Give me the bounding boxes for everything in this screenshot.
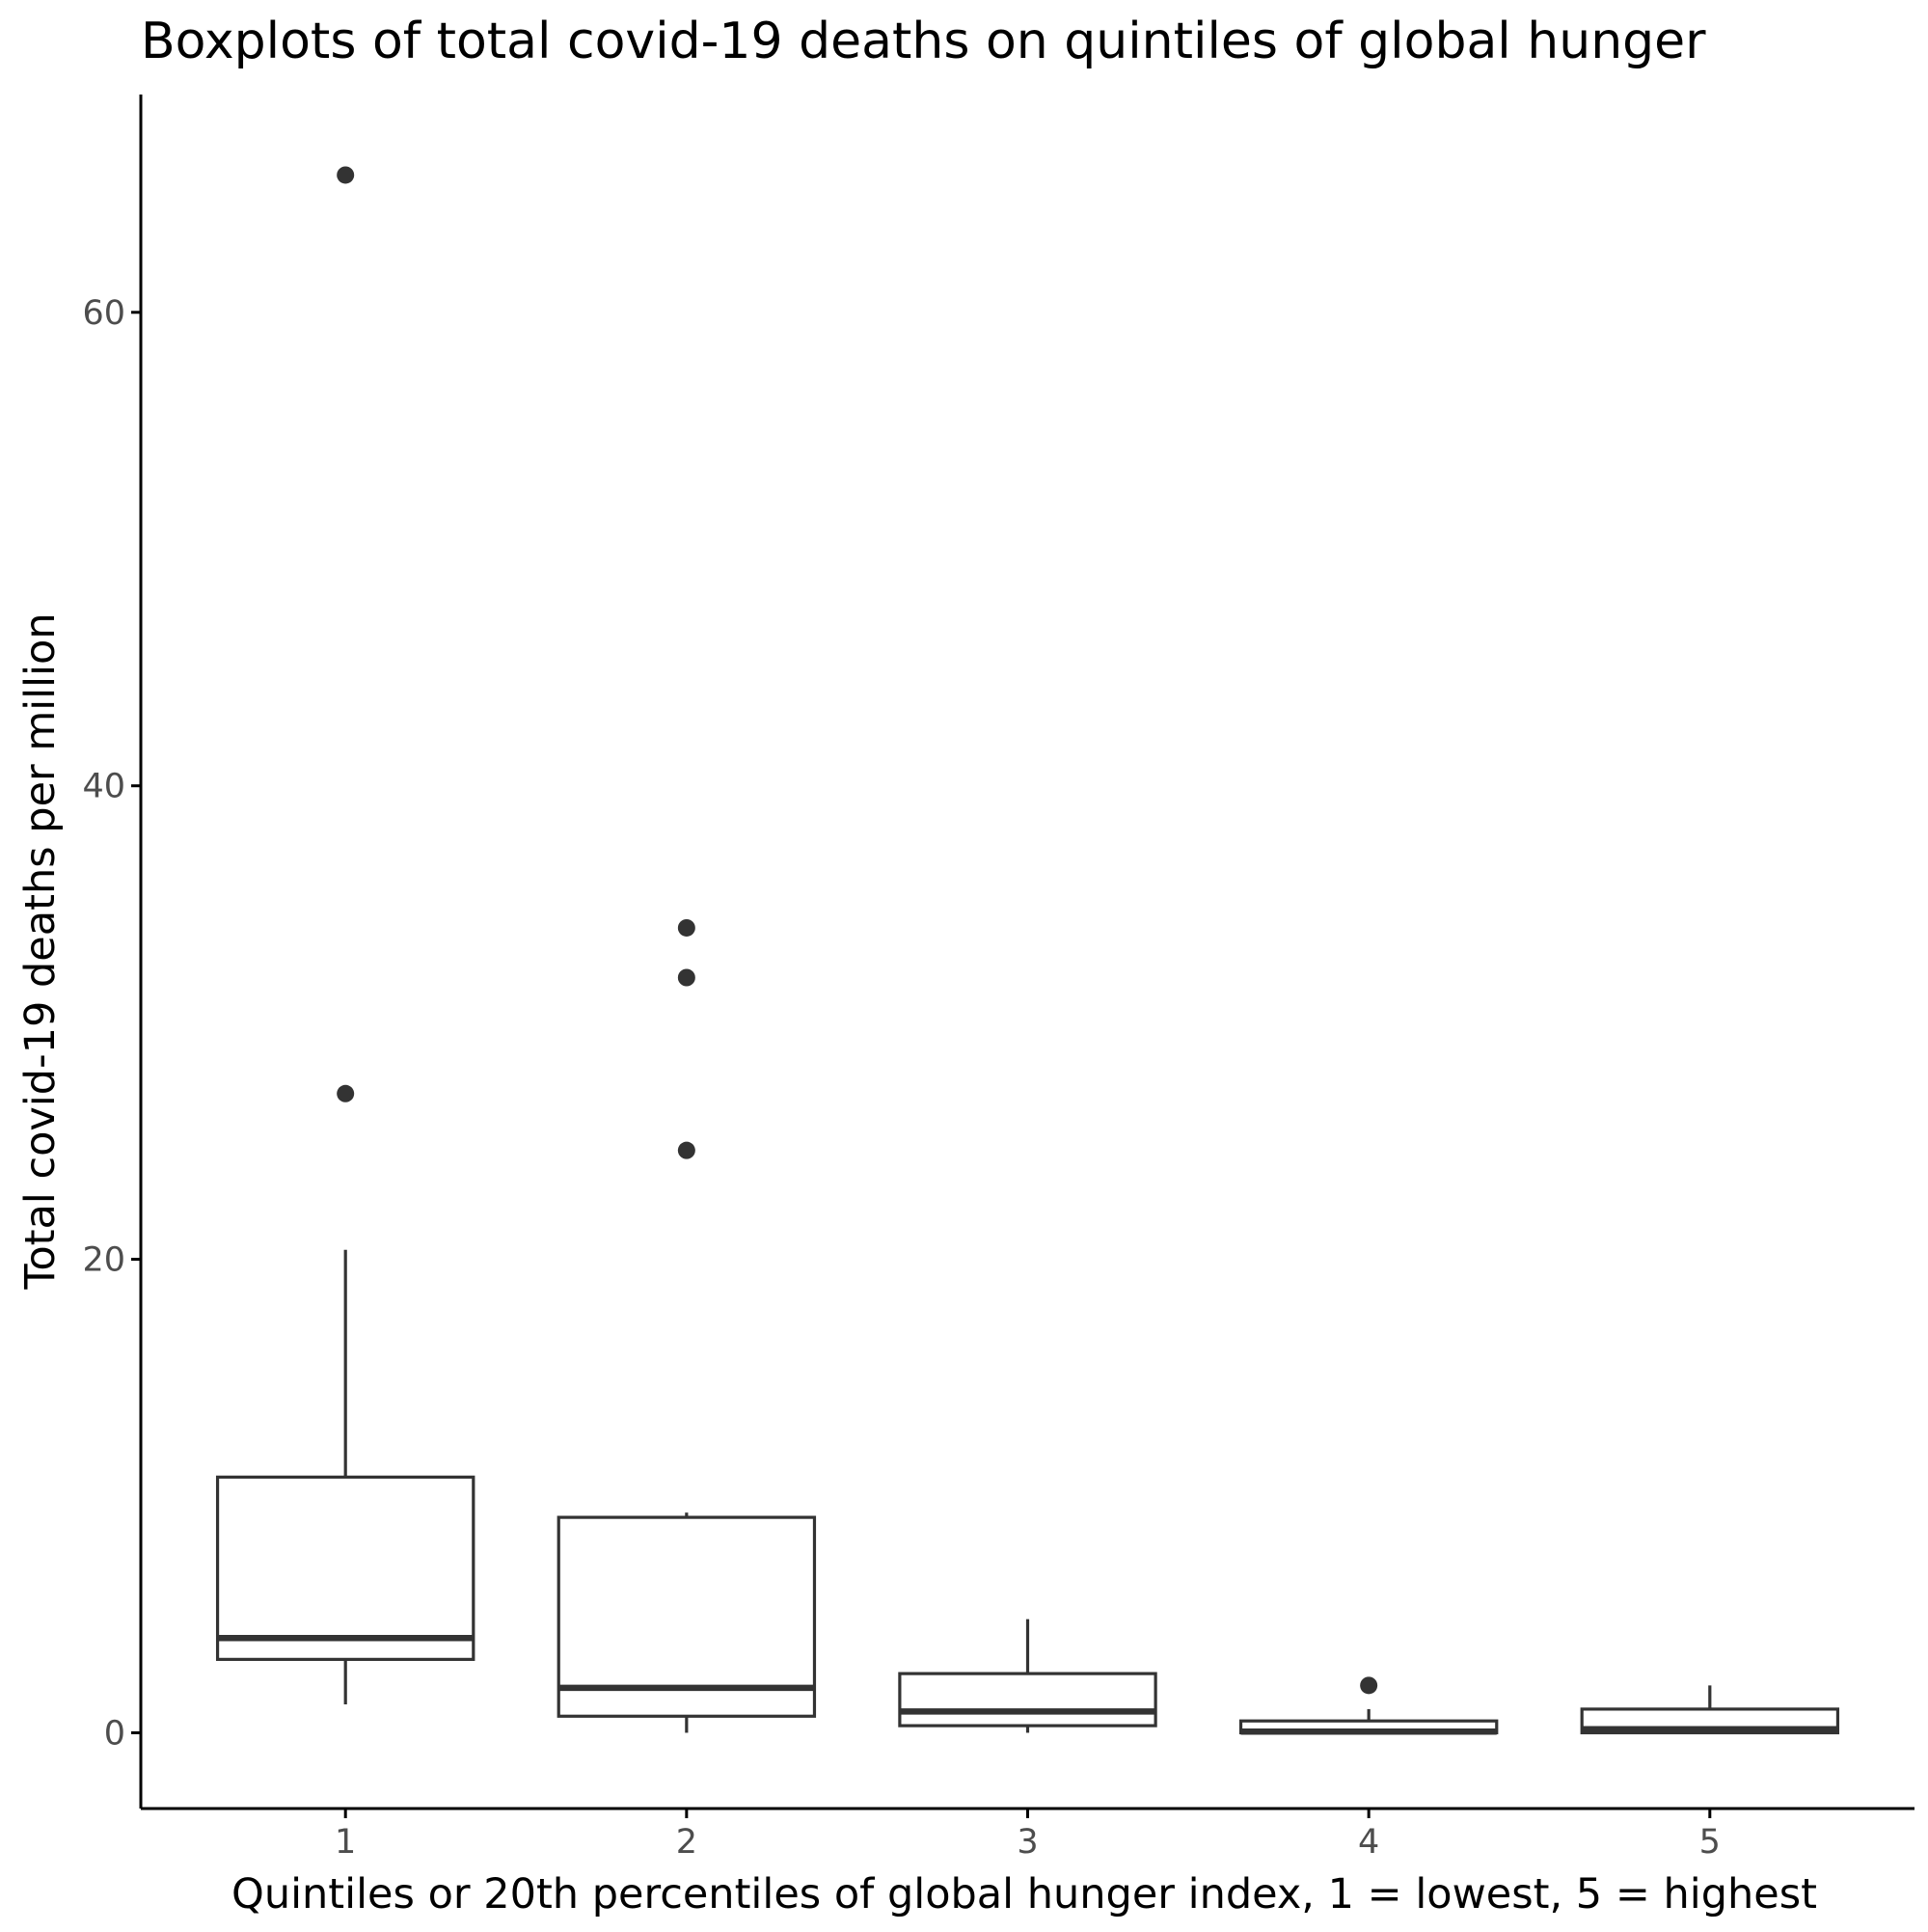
box-iqr-2 xyxy=(557,1515,817,1718)
y-tick-label-40: 40 xyxy=(82,768,125,806)
outlier-point-1-1 xyxy=(337,1084,355,1102)
x-tick-label-3: 3 xyxy=(1017,1823,1038,1862)
outlier-point-2-1 xyxy=(677,1141,695,1159)
outlier-point-1-2 xyxy=(337,166,355,184)
y-axis-title: Total covid-19 deaths per million xyxy=(16,612,65,1290)
x-tick-label-5: 5 xyxy=(1699,1823,1721,1862)
box-iqr-1 xyxy=(215,1475,475,1661)
y-tick-label-0: 0 xyxy=(104,1714,125,1753)
boxplot-group-4 xyxy=(1238,1676,1499,1735)
boxplot-group-5 xyxy=(1580,1685,1840,1735)
x-tick-label-2: 2 xyxy=(676,1823,697,1862)
chart-title: Boxplots of total covid-19 deaths on qui… xyxy=(141,13,1706,70)
outlier-point-2-3 xyxy=(677,918,695,937)
x-tick-label-1: 1 xyxy=(335,1823,356,1862)
x-tick-label-4: 4 xyxy=(1358,1823,1379,1862)
boxplot-group-3 xyxy=(898,1619,1157,1733)
y-tick-label-20: 20 xyxy=(82,1241,125,1280)
outlier-point-4-1 xyxy=(1360,1676,1378,1695)
y-tick-label-60: 60 xyxy=(82,294,125,333)
outlier-point-2-2 xyxy=(677,968,695,987)
boxplot-group-1 xyxy=(215,166,475,1705)
boxplot-group-2 xyxy=(557,918,817,1733)
axes: 0 20 40 60 1 2 3 4 5 xyxy=(82,95,1914,1862)
plot-marks xyxy=(215,166,1840,1735)
box-iqr-3 xyxy=(898,1672,1157,1728)
x-axis-title: Quintiles or 20th percentiles of global … xyxy=(231,1870,1817,1918)
